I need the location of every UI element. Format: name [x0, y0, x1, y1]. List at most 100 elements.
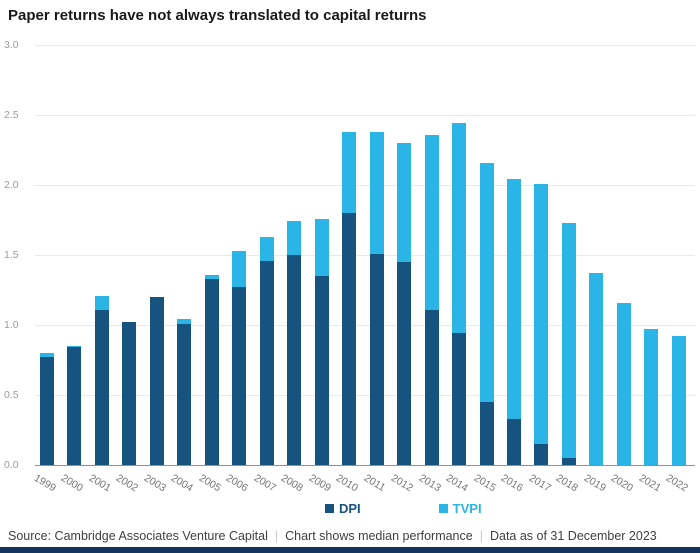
tvpi-segment — [644, 329, 659, 465]
tvpi-segment — [589, 273, 604, 465]
bar-2011 — [369, 45, 384, 465]
bar-2012 — [397, 45, 412, 465]
tvpi-segment — [616, 302, 631, 465]
bar-2002 — [122, 45, 137, 465]
bar-2022 — [671, 45, 686, 465]
bar-2020 — [616, 45, 631, 465]
y-tick-label-1.0: 1.0 — [4, 319, 19, 331]
dpi-segment — [479, 402, 494, 465]
gridline-2.5 — [35, 115, 695, 116]
y-tick-label-3.0: 3.0 — [4, 39, 19, 51]
x-tick-label-2008: 2008 — [279, 472, 306, 495]
bar-2010 — [342, 45, 357, 465]
x-tick-label-2000: 2000 — [59, 472, 86, 495]
brand-bottom-bar — [0, 547, 700, 553]
y-tick-label-0.5: 0.5 — [4, 389, 19, 401]
bar-2017 — [534, 45, 549, 465]
x-tick-label-2010: 2010 — [334, 472, 361, 495]
dpi-segment — [232, 287, 247, 465]
legend: DPI TVPI — [0, 501, 700, 516]
y-tick-label-2.5: 2.5 — [4, 109, 19, 121]
dpi-segment — [397, 262, 412, 465]
x-tick-label-2021: 2021 — [636, 472, 663, 495]
dpi-segment — [149, 297, 164, 465]
legend-swatch-tvpi — [438, 504, 448, 513]
x-tick-label-2019: 2019 — [581, 472, 608, 495]
bar-series — [40, 45, 686, 465]
bar-2008 — [287, 45, 302, 465]
bar-2019 — [589, 45, 604, 465]
x-tick-label-2009: 2009 — [306, 472, 333, 495]
x-tick-label-2018: 2018 — [553, 472, 581, 495]
y-tick-label-0.0: 0.0 — [4, 459, 19, 471]
bar-2009 — [314, 45, 329, 465]
footer-separator: | — [274, 529, 279, 543]
dpi-segment — [452, 333, 467, 465]
bar-2006 — [232, 45, 247, 465]
footer-separator: | — [479, 529, 483, 543]
bar-2013 — [424, 45, 439, 465]
x-tick-label-2003: 2003 — [141, 472, 168, 495]
dpi-segment — [287, 255, 302, 465]
bar-2015 — [479, 45, 494, 465]
gridline-0.5 — [35, 395, 695, 396]
dpi-segment — [424, 309, 439, 465]
x-tick-label-2011: 2011 — [361, 472, 388, 494]
x-tick-label-2001: 2001 — [86, 472, 113, 495]
legend-label: TVPI — [452, 501, 482, 516]
x-tick-label-2014: 2014 — [443, 472, 471, 495]
dpi-segment — [204, 278, 219, 465]
bar-2016 — [506, 45, 521, 465]
legend-item-dpi: DPI — [325, 501, 361, 516]
gridline-1.0 — [35, 325, 695, 326]
bar-2000 — [67, 45, 82, 465]
bar-2004 — [177, 45, 192, 465]
dpi-segment — [561, 458, 576, 465]
dpi-segment — [67, 347, 82, 465]
tvpi-segment — [671, 336, 686, 465]
tvpi-segment — [534, 183, 549, 465]
x-tick-label-2004: 2004 — [169, 472, 196, 495]
x-tick-label-2017: 2017 — [526, 472, 553, 495]
plot-area: 0.0 0.5 1.0 1.5 2.0 2.5 3.0 1999 2000 2001 2002 20… — [4, 39, 695, 494]
x-tick-label-1999: 1999 — [31, 472, 59, 495]
x-tick-label-2006: 2006 — [224, 472, 251, 495]
dpi-segment — [506, 418, 521, 465]
x-tick-label-2005: 2005 — [196, 472, 223, 495]
dpi-segment — [259, 260, 274, 465]
gridline-1.5 — [35, 255, 695, 256]
dpi-segment — [534, 444, 549, 465]
footer-note: Chart shows median performance — [285, 529, 473, 543]
y-tick-label-1.5: 1.5 — [4, 249, 19, 261]
x-tick-label-2022: 2022 — [663, 472, 691, 495]
bar-2007 — [259, 45, 274, 465]
dpi-segment — [94, 309, 109, 465]
bar-1999 — [40, 45, 54, 465]
x-tick-label-2015: 2015 — [471, 472, 498, 495]
gridline-0.0 — [35, 465, 695, 466]
bar-2003 — [149, 45, 164, 465]
x-tick-label-2016: 2016 — [498, 472, 526, 495]
dpi-segment — [342, 213, 357, 465]
footer-caption: Source: Cambridge Associates Venture Cap… — [8, 529, 698, 543]
dpi-segment — [314, 276, 329, 465]
gridline-2.0 — [35, 185, 695, 186]
x-tick-label-2002: 2002 — [114, 472, 141, 495]
footer-data-as-of: Data as of 31 December 2023 — [489, 529, 657, 543]
y-tick-label-2.0: 2.0 — [4, 179, 19, 191]
dpi-segment — [122, 322, 137, 465]
tvpi-segment — [479, 162, 494, 465]
tvpi-segment — [506, 179, 521, 465]
x-tick-label-2020: 2020 — [608, 472, 636, 495]
legend-swatch-dpi — [325, 504, 334, 513]
legend-item-tvpi: TVPI — [438, 501, 482, 516]
bar-2001 — [94, 45, 109, 465]
bar-2005 — [204, 45, 219, 465]
bar-2018 — [561, 45, 576, 465]
x-tick-label-2012: 2012 — [389, 472, 416, 495]
x-tick-label-2007: 2007 — [251, 472, 278, 495]
legend-label: DPI — [339, 501, 361, 516]
gridline-3.0 — [35, 45, 695, 46]
bar-2021 — [644, 45, 659, 465]
footer-source: Source: Cambridge Associates Venture Cap… — [8, 529, 268, 543]
